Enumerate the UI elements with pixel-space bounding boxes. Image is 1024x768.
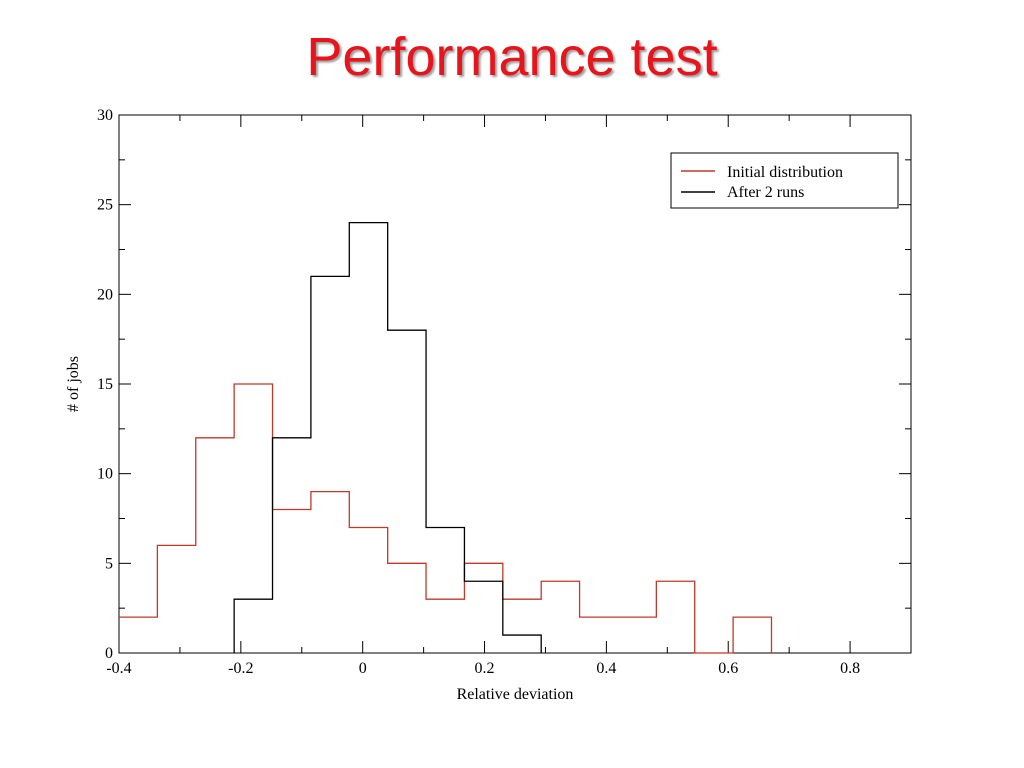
x-tick-label: 0 bbox=[359, 660, 367, 677]
y-tick-label: 15 bbox=[97, 376, 113, 393]
x-axis-label: Relative deviation bbox=[457, 686, 574, 703]
legend-box bbox=[670, 152, 899, 209]
y-tick-label: 5 bbox=[105, 555, 113, 572]
series-line-initial-distribution bbox=[119, 383, 773, 654]
x-tick-label: -0.4 bbox=[106, 660, 131, 677]
tick-labels: -0.4 -0.2 0 0.2 0.4 0.6 0.8 0 5 10 15 20 25 30 bbox=[97, 107, 860, 677]
x-tick-label: 0.6 bbox=[718, 660, 738, 677]
y-tick-label: 30 bbox=[97, 107, 113, 124]
series-lines bbox=[119, 221, 773, 654]
x-tick-label: 0.2 bbox=[475, 660, 495, 677]
y-axis-label: # of jobs bbox=[65, 356, 82, 412]
legend-label-after: After 2 runs bbox=[727, 184, 804, 201]
x-tick-label: 0.4 bbox=[596, 660, 616, 677]
x-tick-label: 0.8 bbox=[840, 660, 860, 677]
axis-ticks bbox=[118, 114, 911, 654]
y-tick-label: 20 bbox=[97, 286, 113, 303]
y-tick-label: 0 bbox=[105, 645, 113, 662]
y-tick-label: 10 bbox=[97, 466, 113, 483]
y-tick-label: 25 bbox=[97, 197, 113, 214]
legend: Initial distribution After 2 runs bbox=[670, 152, 899, 209]
slide-title: Performance test bbox=[306, 27, 718, 87]
series-line-after-2-runs bbox=[233, 221, 542, 653]
legend-label-initial: Initial distribution bbox=[727, 164, 843, 181]
x-tick-label: -0.2 bbox=[228, 660, 253, 677]
